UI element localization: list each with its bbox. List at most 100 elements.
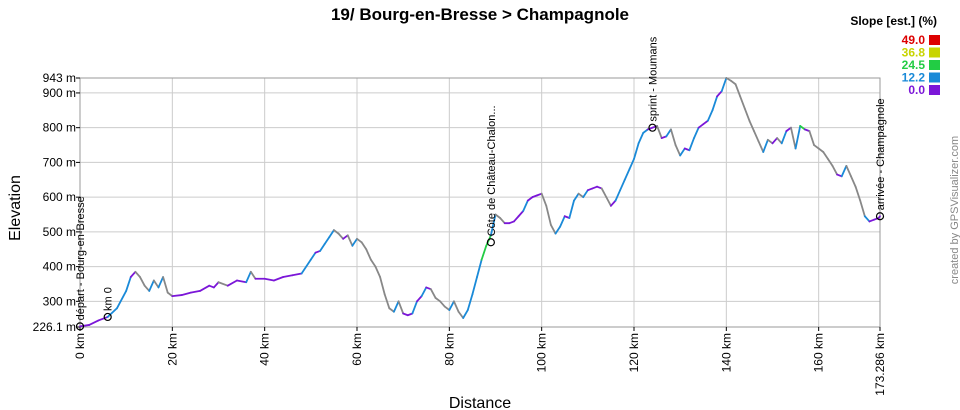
profile-segment	[439, 300, 446, 308]
profile-segment	[88, 319, 100, 326]
profile-segment	[716, 90, 723, 98]
profile-segment	[808, 130, 815, 146]
profile-segment	[494, 213, 502, 219]
profile-segment	[854, 185, 862, 202]
profile-segment	[522, 199, 529, 212]
y-tick-label: 700 m	[43, 155, 76, 169]
grid	[79, 77, 881, 328]
y-tick-label: 300 m	[43, 294, 76, 308]
profile-segment	[480, 244, 488, 261]
y-tick-label: 226.1 m	[33, 320, 76, 334]
profile-segment	[485, 234, 492, 247]
legend-value: 49.0	[902, 33, 926, 47]
profile-segment	[757, 140, 765, 153]
profile-segment	[337, 232, 345, 240]
profile-segment	[333, 229, 340, 235]
profile-segment	[600, 187, 608, 199]
profile-segment	[434, 296, 441, 303]
y-tick-label: 800 m	[43, 121, 76, 135]
y-axis-title: Elevation	[7, 175, 24, 241]
profile-segment	[545, 204, 552, 226]
profile-segment	[799, 125, 806, 131]
profile-segment	[610, 199, 617, 207]
x-tick-label: 100 km	[535, 333, 549, 372]
profile-segment	[642, 128, 649, 134]
waypoint-marker	[875, 212, 885, 221]
profile-segment	[845, 164, 852, 178]
profile-segment	[720, 77, 728, 93]
profile-segment	[822, 151, 829, 160]
profile-segment	[166, 291, 174, 298]
profile-segment	[236, 279, 248, 284]
profile-segment	[79, 324, 91, 328]
profile-segment	[776, 137, 783, 145]
profile-segment	[549, 224, 557, 235]
profile-segment	[171, 294, 183, 298]
plot-frame	[79, 77, 881, 328]
profile-segment	[766, 138, 774, 145]
slope-legend: Slope [est.] (%) 49.036.824.512.20.0	[850, 14, 940, 97]
profile-segment	[383, 293, 391, 310]
profile-segment	[665, 128, 672, 138]
waypoint-label: Côte de Château-Chalon...	[486, 105, 498, 236]
profile-segment	[771, 137, 779, 145]
profile-segment	[568, 199, 575, 219]
profile-segment	[619, 178, 626, 192]
legend-value: 24.5	[902, 58, 926, 72]
profile-segment	[637, 131, 645, 145]
profile-segment	[582, 189, 589, 199]
profile-segment	[453, 300, 460, 313]
profile-segment	[753, 130, 760, 143]
profile-segment	[300, 258, 312, 275]
profile-segment	[393, 300, 400, 313]
y-tick-label: 400 m	[43, 260, 76, 274]
profile-segment	[443, 305, 451, 311]
profile-segment	[139, 276, 146, 287]
profile-segment	[577, 192, 585, 199]
profile-segment	[397, 300, 405, 315]
chart-title: 19/ Bourg-en-Bresse > Champagnole	[331, 5, 629, 24]
profile-segment	[162, 276, 169, 294]
profile-segment	[780, 130, 788, 145]
profile-segment	[217, 281, 229, 287]
profile-segment	[813, 144, 820, 150]
profile-segment	[143, 284, 151, 292]
waypoint-label: km 0	[103, 287, 115, 311]
profile-segment	[517, 210, 525, 218]
y-axis-ticks: 226.1 m 300 m 400 m 500 m 600 m 700 m 800 m 900…	[33, 71, 80, 334]
profile-segment	[748, 119, 755, 133]
profile-segment	[605, 196, 612, 207]
profile-segment	[826, 158, 834, 167]
x-tick-label: 173.286 km	[873, 333, 887, 396]
waypoint-marker	[103, 312, 112, 322]
profile-segment	[420, 286, 428, 298]
profile-segment	[365, 248, 372, 261]
waypoint-label: sprint - Moumans	[647, 36, 659, 121]
profile-segment	[614, 189, 622, 202]
profile-segment	[125, 276, 132, 292]
profile-segment	[817, 147, 825, 153]
profile-segment	[462, 309, 469, 319]
waypoint-label: départ - Bourg-en-Bresse	[75, 196, 87, 320]
profile-segment	[739, 95, 746, 110]
profile-segment	[863, 215, 871, 223]
profile-segment	[272, 276, 285, 282]
profile-segment	[189, 290, 201, 294]
profile-segment	[116, 290, 128, 310]
profile-segment	[859, 199, 866, 218]
profile-segment	[309, 251, 317, 261]
x-tick-label: 40 km	[258, 333, 272, 366]
profile-segment	[323, 236, 331, 245]
profile-segment	[429, 288, 437, 299]
legend-value: 0.0	[908, 83, 925, 97]
profile-segment	[702, 119, 709, 126]
profile-segment	[471, 276, 478, 296]
profile-segment	[674, 144, 682, 157]
profile-segment	[152, 279, 160, 289]
x-tick-label: 80 km	[442, 333, 456, 366]
profile-segment	[97, 316, 109, 322]
profile-segment	[679, 147, 686, 157]
waypoints: départ - Bourg-en-Bresse km 0 Côte de Chât…	[75, 36, 887, 331]
profile-segment	[850, 175, 857, 188]
profile-segment	[374, 265, 381, 278]
